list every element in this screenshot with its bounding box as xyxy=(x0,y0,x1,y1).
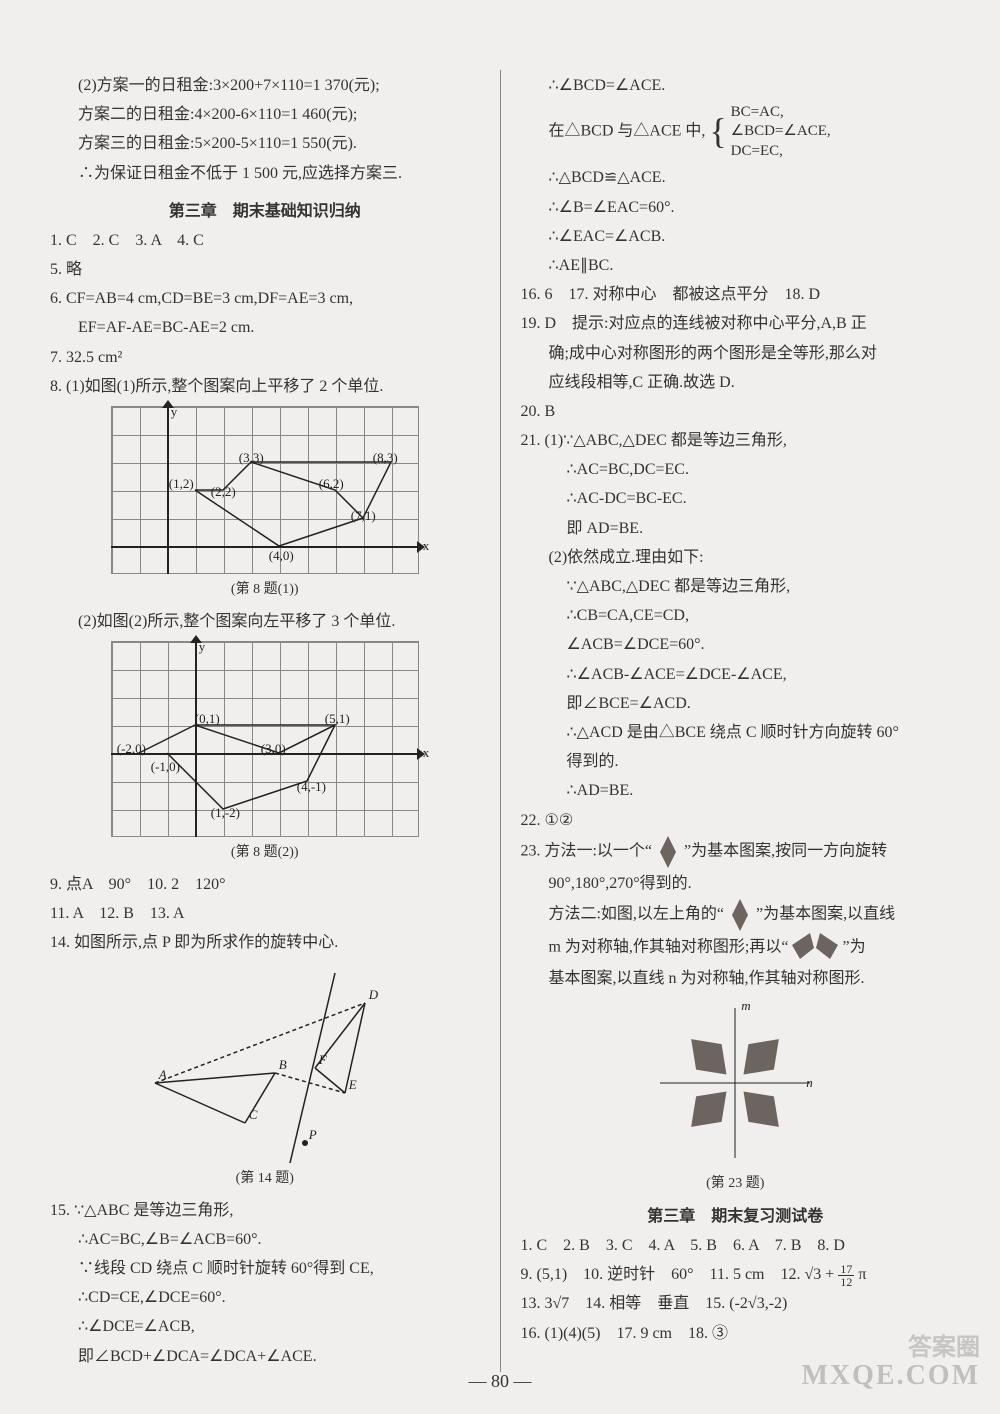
chapter-b-title: 第三章 期末复习测试卷 xyxy=(520,1202,950,1226)
answer-row: 22. ①② xyxy=(520,807,950,834)
answer-row: 方法二:如图,以左上角的“ ”为基本图案,以直线 xyxy=(520,899,950,931)
proof-line: (2)依然成立.理由如下: xyxy=(520,544,950,571)
fraction-den: 12 xyxy=(838,1276,854,1288)
text: ”为基本图案,按同一方向旋转 xyxy=(684,842,887,859)
answer-row: 基本图案,以直线 n 为对称轴,作其轴对称图形. xyxy=(520,965,950,992)
case-line: ∠BCD=∠ACE, xyxy=(731,123,831,139)
answer-row: 19. D 提示:对应点的连线被对称中心平分,A,B 正 xyxy=(520,310,950,337)
diamond-icon xyxy=(658,836,678,868)
double-diamond-icon xyxy=(792,933,838,963)
text: (2)方案一的日租金:3×200+7×110=1 370(元); xyxy=(50,72,480,99)
answer-row: 1. C 2. B 3. C 4. A 5. B 6. A 7. B 8. D xyxy=(520,1232,950,1259)
case-line: BC=AC, xyxy=(731,104,784,120)
proof-line: 即 AD=BE. xyxy=(520,515,950,542)
figure-23-caption: (第 23 题) xyxy=(520,1172,950,1192)
figure-14: ABCDEFP xyxy=(135,963,395,1163)
answer-row: 8. (1)如图(1)所示,整个图案向上平移了 2 个单位. xyxy=(50,373,480,400)
proof-line: ∴CB=CA,CE=CD, xyxy=(520,602,950,629)
proof-line: ∴∠DCE=∠ACB, xyxy=(50,1313,480,1340)
chapter-a-title: 第三章 期末基础知识归纳 xyxy=(50,197,480,221)
proof-line: ∴△BCD≌△ACE. xyxy=(520,164,950,191)
diamond-icon xyxy=(730,899,750,931)
proof-line: ∴∠BCD=∠ACE. xyxy=(520,72,950,99)
answer-row: 20. B xyxy=(520,398,950,425)
left-column: (2)方案一的日租金:3×200+7×110=1 370(元); 方案二的日租金… xyxy=(50,70,480,1372)
proof-line: ∵线段 CD 绕点 C 顺时针旋转 60°得到 CE, xyxy=(50,1255,480,1282)
proof-line: 15. ∵△ABC 是等边三角形, xyxy=(50,1197,480,1224)
answer-row: 确;成中心对称图形的两个图形是全等形,那么对 xyxy=(520,340,950,367)
figure-8-1: yx(1,2)(2,2)(3,3)(6,2)(8,3)(7,1)(4,0) xyxy=(111,406,419,574)
brace-icon: { xyxy=(709,111,726,151)
answer-row: 9. 点A 90° 10. 2 120° xyxy=(50,871,480,898)
page: (2)方案一的日租金:3×200+7×110=1 370(元); 方案二的日租金… xyxy=(0,0,1000,1412)
watermark-top: 答案圈 xyxy=(908,1327,980,1362)
text: 方案二的日租金:4×200-6×110=1 460(元); xyxy=(50,101,480,128)
text: 方法二:如图,以左上角的“ xyxy=(548,906,724,923)
proof-line: 即∠BCD+∠DCA=∠DCA+∠ACE. xyxy=(50,1343,480,1370)
proof-line: ∴AC-DC=BC-EC. xyxy=(520,485,950,512)
proof-line: 得到的. xyxy=(520,748,950,775)
proof-line: ∠ACB=∠DCE=60°. xyxy=(520,631,950,658)
text: m 为对称轴,作其轴对称图形;再以“ xyxy=(548,939,788,956)
proof-line: ∴AC=BC,∠B=∠ACB=60°. xyxy=(50,1226,480,1253)
answer-row: 6. CF=AB=4 cm,CD=BE=3 cm,DF=AE=3 cm, xyxy=(50,285,480,312)
proof-line: ∴AE∥BC. xyxy=(520,252,950,279)
proof-line: ∵△ABC,△DEC 都是等边三角形, xyxy=(520,573,950,600)
fraction: 17 12 xyxy=(838,1263,854,1288)
proof-line: 21. (1)∵△ABC,△DEC 都是等边三角形, xyxy=(520,427,950,454)
proof-line: 在△BCD 与△ACE 中, { BC=AC, ∠BCD=∠ACE, DC=EC… xyxy=(520,101,950,162)
proof-line: ∴CD=CE,∠DCE=60°. xyxy=(50,1284,480,1311)
watermark-bottom: MXQE.COM xyxy=(801,1360,980,1392)
answer-row: 应线段相等,C 正确.故选 D. xyxy=(520,369,950,396)
figure-8-2-caption: (第 8 题(2)) xyxy=(50,841,480,861)
answer-row: m 为对称轴,作其轴对称图形;再以“ ”为 xyxy=(520,933,950,963)
case-line: DC=EC, xyxy=(731,143,783,159)
answer-row: 14. 如图所示,点 P 即为所求作的旋转中心. xyxy=(50,929,480,956)
answer-row: 23. 方法一:以一个“ ”为基本图案,按同一方向旋转 xyxy=(520,836,950,868)
answer-row: 90°,180°,270°得到的. xyxy=(520,870,950,897)
answer-row: (2)如图(2)所示,整个图案向左平移了 3 个单位. xyxy=(50,608,480,635)
proof-line: ∴AC=BC,DC=EC. xyxy=(520,456,950,483)
answer-row: 16. (1)(4)(5) 17. 9 cm 18. ③ xyxy=(520,1320,950,1347)
answer-row: 7. 32.5 cm² xyxy=(50,344,480,371)
text: 方案三的日租金:5×200-5×110=1 550(元). xyxy=(50,130,480,157)
right-column: ∴∠BCD=∠ACE. 在△BCD 与△ACE 中, { BC=AC, ∠BCD… xyxy=(520,70,950,1372)
answer-row: 9. (5,1) 10. 逆时针 60° 11. 5 cm 12. √3 + 1… xyxy=(520,1261,950,1288)
answer-row: 5. 略 xyxy=(50,256,480,283)
text: 9. (5,1) 10. 逆时针 60° 11. 5 cm 12. xyxy=(520,1266,804,1283)
answer-row: EF=AF-AE=BC-AE=2 cm. xyxy=(50,314,480,341)
answer-row: 1. C 2. C 3. A 4. C xyxy=(50,227,480,254)
figure-23: mn xyxy=(650,998,820,1168)
proof-line: ∴∠ACB-∠ACE=∠DCE-∠ACE, xyxy=(520,661,950,688)
text: √3 + xyxy=(805,1266,839,1283)
text: π xyxy=(858,1266,866,1283)
proof-line: ∴∠B=∠EAC=60°. xyxy=(520,194,950,221)
proof-line: ∴AD=BE. xyxy=(520,777,950,804)
answer-row: 13. 3√7 14. 相等 垂直 15. (-2√3,-2) xyxy=(520,1290,950,1317)
proof-line: 即∠BCE=∠ACD. xyxy=(520,690,950,717)
proof-line: ∴△ACD 是由△BCE 绕点 C 顺时针方向旋转 60° xyxy=(520,719,950,746)
text: ”为基本图案,以直线 xyxy=(756,906,895,923)
text: ”为 xyxy=(842,939,865,956)
figure-14-caption: (第 14 题) xyxy=(50,1167,480,1187)
text: ∴为保证日租金不低于 1 500 元,应选择方案三. xyxy=(50,160,480,187)
figure-8-2: yx(-2,0)(0,1)(3,0)(5,1)(-1,0)(4,-1)(1,-2… xyxy=(111,641,419,837)
figure-8-1-caption: (第 8 题(1)) xyxy=(50,578,480,598)
column-divider xyxy=(500,70,501,1372)
text: 23. 方法一:以一个“ xyxy=(520,842,652,859)
case-group: BC=AC, ∠BCD=∠ACE, DC=EC, xyxy=(731,103,831,162)
answer-row: 11. A 12. B 13. A xyxy=(50,900,480,927)
proof-line: ∴∠EAC=∠ACB. xyxy=(520,223,950,250)
text: 在△BCD 与△ACE 中, xyxy=(548,122,705,139)
answer-row: 16. 6 17. 对称中心 都被这点平分 18. D xyxy=(520,281,950,308)
